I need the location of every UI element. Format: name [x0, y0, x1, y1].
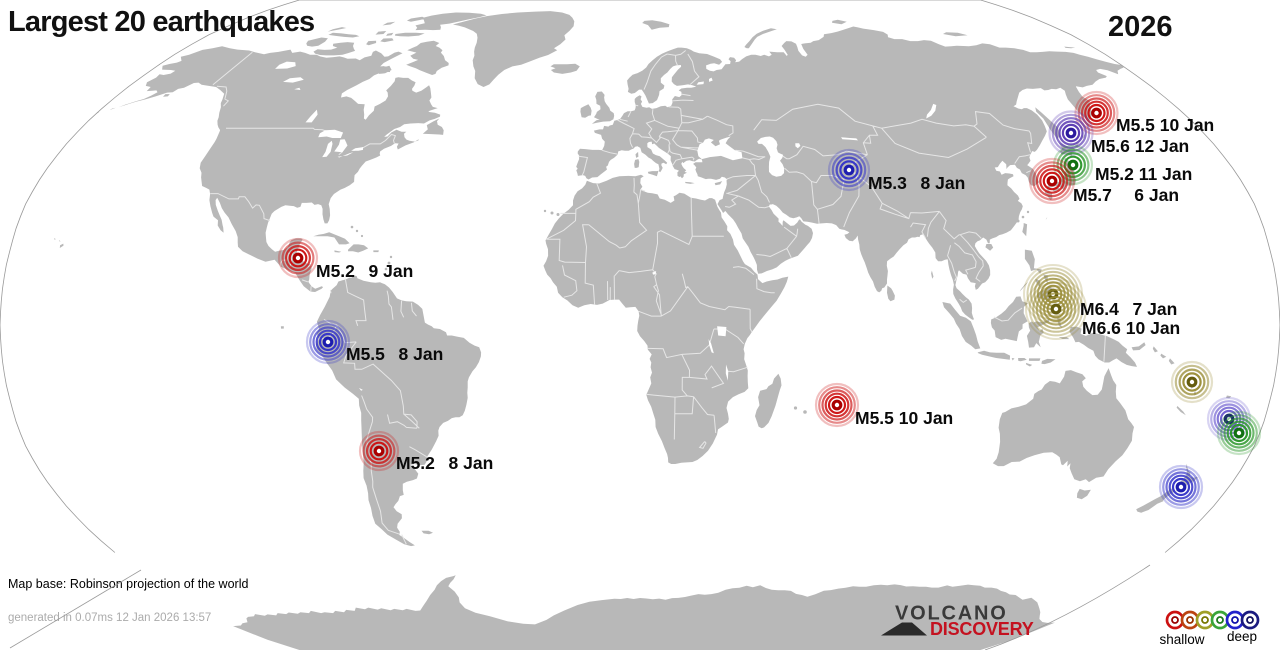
svg-text:DISCOVERY: DISCOVERY: [930, 619, 1034, 639]
svg-text:M5.7 6 Jan: M5.7 6 Jan: [1073, 185, 1179, 205]
svg-text:deep: deep: [1227, 629, 1257, 644]
svg-text:M5.6 12 Jan: M5.6 12 Jan: [1091, 136, 1189, 156]
svg-text:M5.2 8 Jan: M5.2 8 Jan: [396, 453, 493, 473]
svg-text:M5.2 9 Jan: M5.2 9 Jan: [316, 261, 413, 281]
svg-text:shallow: shallow: [1159, 632, 1204, 647]
svg-text:Largest 20 earthquakes: Largest 20 earthquakes: [8, 6, 314, 38]
svg-text:M5.3 8 Jan: M5.3 8 Jan: [868, 173, 965, 193]
svg-text:M5.5 8 Jan: M5.5 8 Jan: [346, 344, 443, 364]
svg-text:VOLCANO: VOLCANO: [895, 603, 1008, 625]
svg-text:Map base: Robinson projection: Map base: Robinson projection of the wor…: [8, 577, 248, 591]
svg-text:generated in 0.07ms 12 Jan 202: generated in 0.07ms 12 Jan 2026 13:57: [8, 612, 211, 624]
svg-text:M5.5 10 Jan: M5.5 10 Jan: [855, 408, 953, 428]
svg-text:M6.6 10 Jan: M6.6 10 Jan: [1082, 318, 1180, 338]
svg-text:M6.4 7 Jan: M6.4 7 Jan: [1080, 299, 1177, 319]
svg-text:2026: 2026: [1108, 11, 1173, 43]
svg-text:M5.2 11 Jan: M5.2 11 Jan: [1095, 164, 1192, 184]
svg-text:M5.5 10 Jan: M5.5 10 Jan: [1116, 115, 1214, 135]
